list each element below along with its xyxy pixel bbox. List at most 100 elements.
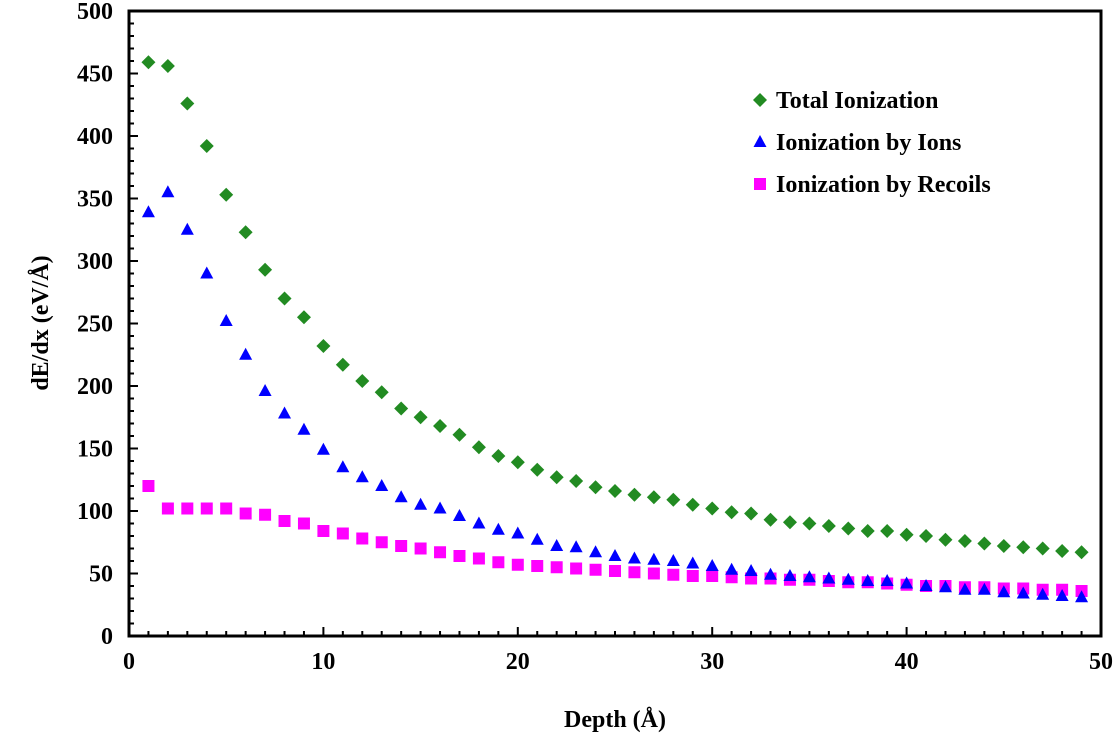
x-tick-label: 40	[895, 649, 919, 675]
data-point	[434, 546, 447, 559]
y-tick-label: 100	[77, 499, 113, 525]
legend-marker	[754, 178, 766, 190]
data-point	[239, 507, 252, 520]
data-point	[880, 574, 894, 586]
data-point	[336, 460, 350, 473]
data-point	[355, 374, 370, 388]
data-point	[609, 565, 621, 577]
data-point	[627, 487, 642, 502]
data-point	[958, 582, 972, 595]
data-point	[1036, 587, 1050, 600]
data-point	[705, 501, 720, 516]
data-point	[646, 490, 661, 505]
data-point	[259, 508, 272, 521]
data-point	[219, 314, 233, 326]
legend: Total Ionization Ionization by Ions Ioniza…	[753, 88, 991, 198]
data-point	[802, 570, 816, 583]
data-point	[977, 536, 992, 551]
data-point	[706, 570, 719, 582]
data-point	[161, 185, 175, 198]
data-point	[782, 515, 797, 530]
data-point	[491, 449, 506, 463]
data-point	[725, 562, 739, 575]
data-point	[530, 532, 544, 545]
data-point	[686, 556, 700, 569]
y-tick-label: 350	[77, 187, 113, 213]
data-point	[395, 540, 408, 552]
data-point	[531, 560, 544, 572]
data-point	[570, 562, 583, 575]
legend-label: Ionization by Ions	[776, 130, 961, 156]
data-point	[316, 442, 330, 455]
data-point	[453, 550, 466, 562]
data-point	[180, 222, 194, 235]
x-tick-label: 50	[1089, 649, 1113, 675]
data-point	[861, 574, 875, 586]
data-point	[472, 516, 486, 529]
data-point	[316, 339, 331, 353]
data-point	[821, 519, 836, 533]
x-tick-label: 30	[700, 649, 724, 675]
data-point	[919, 529, 934, 543]
y-tick-label: 400	[77, 124, 113, 150]
data-point	[278, 406, 292, 419]
data-point	[549, 470, 564, 485]
y-tick-label: 500	[77, 0, 113, 25]
data-point	[588, 480, 603, 495]
data-point	[957, 534, 972, 548]
legend-label: Ionization by Recoils	[776, 172, 991, 198]
data-point	[919, 579, 933, 591]
legend-label: Total Ionization	[776, 88, 938, 114]
data-point	[608, 484, 622, 498]
data-point	[452, 427, 467, 442]
data-point	[841, 572, 855, 585]
x-tick-label: 20	[506, 649, 530, 675]
legend-marker	[753, 93, 767, 107]
data-point	[200, 502, 213, 515]
data-point	[783, 569, 797, 581]
data-point	[977, 582, 991, 595]
data-point	[375, 536, 388, 549]
data-point	[297, 517, 310, 530]
data-point	[296, 310, 311, 325]
y-tick-label: 300	[77, 249, 113, 275]
data-point	[667, 568, 680, 581]
data-point	[317, 525, 330, 537]
data-point	[569, 474, 584, 488]
data-point	[1035, 541, 1050, 556]
data-point	[141, 55, 156, 70]
data-point	[510, 455, 525, 470]
data-point	[589, 545, 603, 558]
data-point	[394, 490, 408, 503]
data-point	[685, 497, 700, 512]
data-point	[181, 502, 194, 515]
data-point	[900, 576, 914, 589]
data-point	[530, 462, 545, 477]
data-point	[550, 539, 564, 551]
data-point	[744, 506, 759, 521]
data-point	[336, 527, 349, 540]
data-point	[394, 401, 409, 416]
data-point	[375, 479, 389, 491]
x-axis-title: Depth (Å)	[564, 707, 666, 733]
data-point	[1074, 545, 1089, 560]
data-point	[258, 262, 273, 277]
data-point	[647, 567, 660, 580]
data-point	[180, 96, 195, 111]
y-tick-label: 0	[101, 624, 113, 650]
data-point	[996, 539, 1011, 553]
data-point	[822, 571, 836, 584]
data-point	[938, 532, 953, 547]
data-point	[511, 558, 524, 571]
y-tick-label: 250	[77, 312, 113, 338]
data-point	[608, 549, 622, 561]
y-tick-label: 450	[77, 62, 113, 88]
x-tick-label: 0	[123, 649, 135, 675]
data-point	[764, 567, 778, 580]
data-point	[569, 540, 583, 553]
data-point	[161, 502, 174, 515]
data-point	[938, 580, 952, 593]
data-point	[160, 59, 175, 73]
